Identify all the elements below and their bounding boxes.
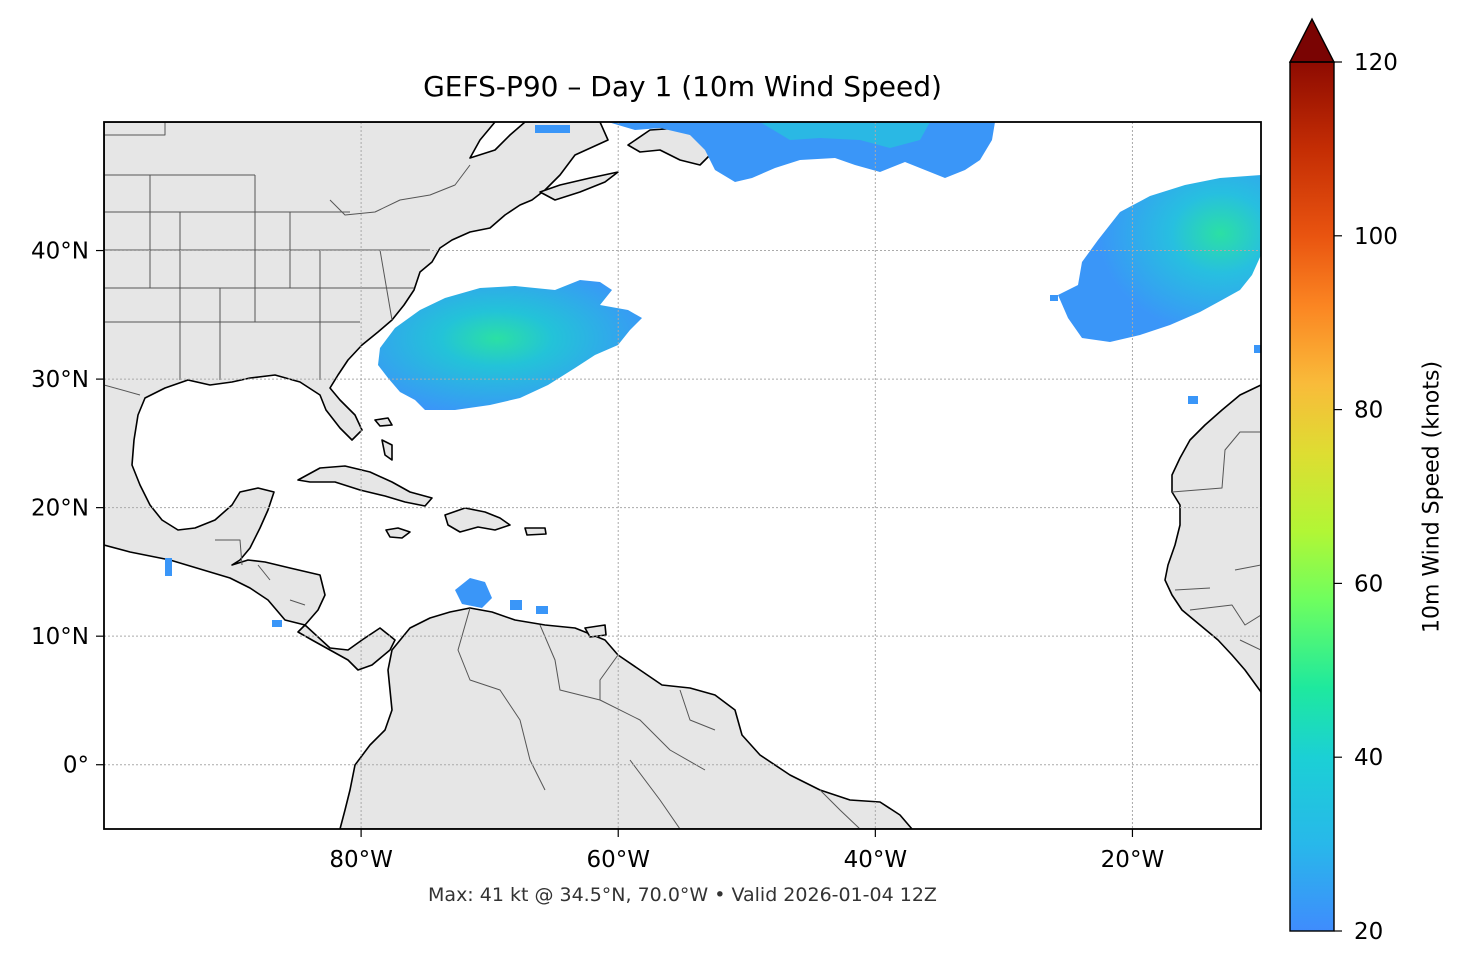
trinidad xyxy=(584,624,607,638)
lon-tick-label: 60°W xyxy=(586,847,650,873)
colorbar-tick-label: 40 xyxy=(1354,745,1383,771)
lon-ticks: 80°W 60°W 40°W 20°W xyxy=(329,829,1164,873)
map-layers xyxy=(104,122,1261,829)
colorbar-ticks: 20 40 60 80 100 120 xyxy=(1334,50,1398,945)
land xyxy=(104,122,1261,829)
lon-tick-label: 20°W xyxy=(1101,847,1165,873)
wind-spot-b xyxy=(536,606,548,614)
map-frame xyxy=(103,121,1262,830)
lat-tick-label: 40°N xyxy=(31,239,89,265)
colorbar-tick-label: 80 xyxy=(1354,398,1383,424)
lat-tick-label: 0° xyxy=(63,753,89,779)
hispaniola xyxy=(444,507,511,533)
nova-scotia xyxy=(539,171,619,201)
wind-spot-e xyxy=(1188,396,1198,404)
colorbar-tick-label: 100 xyxy=(1354,224,1398,250)
cuba xyxy=(297,465,433,507)
lon-tick-label: 40°W xyxy=(844,847,908,873)
colorbar-extend-arrow xyxy=(1288,17,1336,63)
colorbar-tick-label: 120 xyxy=(1354,50,1398,76)
state-lines xyxy=(104,174,430,380)
jamaica xyxy=(385,527,411,539)
wind-spot-c xyxy=(165,558,172,576)
wind-region-iberia xyxy=(1058,175,1261,342)
north-america xyxy=(104,122,609,671)
map-footer: Max: 41 kt @ 34.5°N, 70.0°W • Valid 2026… xyxy=(428,884,937,906)
colorbar-tick-label: 20 xyxy=(1354,919,1383,945)
wind-region-north-atlantic-core xyxy=(760,122,930,148)
colorbar-label: 10m Wind Speed (knots) xyxy=(1419,360,1445,634)
wind-region-caribbean xyxy=(455,578,492,608)
central-america-borders xyxy=(215,539,306,606)
lat-tick-label: 30°N xyxy=(31,367,89,393)
africa xyxy=(1164,384,1261,693)
africa-borders xyxy=(1171,431,1261,651)
lon-tick-label: 80°W xyxy=(329,847,393,873)
south-america xyxy=(339,607,913,829)
mexico-us-border xyxy=(104,384,141,396)
puerto-rico xyxy=(524,527,547,536)
wind-spot-h xyxy=(535,125,570,133)
borders xyxy=(104,122,1261,829)
colorbar-frame xyxy=(1289,61,1335,932)
south-america-borders xyxy=(457,607,861,829)
wind-spot-a xyxy=(510,600,522,610)
lat-tick-label: 20°N xyxy=(31,496,89,522)
colorbar-tick-label: 60 xyxy=(1354,571,1383,597)
wind-field xyxy=(165,122,1261,627)
map-title: GEFS-P90 – Day 1 (10m Wind Speed) xyxy=(423,70,942,103)
wind-spot-f xyxy=(1254,345,1261,353)
wind-spot-g xyxy=(1050,295,1058,301)
us-canada-border xyxy=(104,122,471,216)
colorbar: 20 40 60 80 100 120 xyxy=(1288,17,1398,945)
gridlines xyxy=(104,122,1261,829)
colorbar-gradient xyxy=(1290,62,1334,931)
bahamas xyxy=(374,417,393,461)
wind-region-us-east xyxy=(378,280,642,410)
wind-spot-d xyxy=(272,620,282,627)
lat-ticks: 40°N 30°N 20°N 10°N 0° xyxy=(31,239,104,779)
lat-tick-label: 10°N xyxy=(31,624,89,650)
